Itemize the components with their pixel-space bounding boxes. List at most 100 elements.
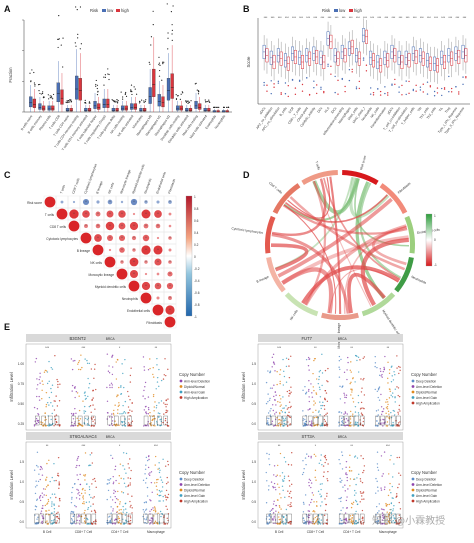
data-point (82, 498, 85, 500)
data-point (380, 423, 382, 426)
box (29, 96, 33, 108)
data-point (319, 493, 321, 495)
data-point (374, 355, 376, 358)
data-point (279, 401, 281, 404)
significance-mark: * (157, 248, 159, 252)
data-point (381, 422, 383, 424)
data-point (394, 396, 396, 398)
data-point (275, 411, 277, 414)
data-point (164, 465, 167, 467)
correlation-circle (69, 209, 79, 219)
data-point (120, 512, 122, 514)
legend-label: Arm-level Gain (184, 494, 205, 498)
box (65, 108, 70, 112)
data-point (41, 380, 44, 382)
data-point (82, 496, 84, 498)
data-point (354, 405, 357, 408)
data-point (303, 468, 305, 470)
data-point (289, 492, 291, 495)
data-point (129, 517, 132, 519)
data-point (70, 358, 73, 360)
data-point (327, 463, 329, 465)
box (380, 415, 385, 426)
data-point (304, 424, 307, 427)
data-point (82, 487, 84, 490)
y-tick-label: 0.5 (252, 500, 257, 504)
data-point (394, 401, 396, 403)
outlier-point (79, 6, 82, 8)
box (344, 513, 349, 524)
data-point (352, 501, 355, 504)
data-point (288, 389, 291, 392)
data-point (71, 424, 73, 427)
data-point (283, 419, 285, 421)
plot-frame (257, 441, 404, 529)
data-point (150, 517, 152, 519)
data-point (285, 508, 288, 511)
data-point (308, 523, 310, 525)
data-point (145, 501, 148, 504)
data-point (78, 395, 80, 397)
outlier-point (39, 92, 41, 95)
data-point (146, 459, 149, 462)
box (120, 105, 125, 111)
data-point (338, 458, 340, 461)
y-axis-label: Infiltration Level (9, 372, 14, 401)
legend-label: Arm-level Gain (416, 396, 437, 400)
data-point (80, 354, 82, 356)
data-point (386, 405, 389, 408)
data-point (120, 477, 122, 480)
chord-link (270, 243, 309, 272)
data-point (39, 478, 41, 481)
data-point (324, 461, 326, 464)
box (112, 513, 117, 524)
data-point (120, 393, 123, 395)
box (354, 415, 360, 426)
data-point (149, 523, 151, 525)
significance-mark: * (119, 444, 121, 448)
chord-link (301, 265, 400, 305)
data-point (315, 409, 317, 412)
data-point (36, 378, 38, 380)
data-point (396, 367, 398, 369)
chord-sector (272, 183, 301, 215)
data-point (150, 481, 153, 484)
data-point (280, 497, 282, 499)
data-point (361, 414, 364, 416)
significance-mark: * (121, 212, 123, 216)
data-point (128, 467, 130, 469)
significance-mark: * (121, 224, 123, 228)
box (54, 415, 60, 426)
x-tick-label: B Cell (275, 530, 284, 534)
data-point (91, 424, 93, 427)
outlier-point (369, 87, 372, 89)
significance-mark: * (157, 284, 159, 288)
chord-link (360, 237, 409, 306)
cancer-label: BRCA (106, 337, 116, 341)
data-point (276, 370, 278, 373)
data-point (88, 486, 91, 488)
colorbar-tick-label: -0.6 (194, 291, 200, 295)
outlier-point (384, 86, 386, 88)
data-point (152, 393, 155, 396)
data-point (307, 514, 310, 516)
outlier-point (308, 93, 311, 96)
legend-label: Diploid/Normal (184, 488, 205, 492)
data-point (275, 504, 277, 507)
data-point (323, 408, 326, 410)
box (266, 513, 271, 524)
data-point (385, 401, 387, 403)
correlation-circle (44, 196, 56, 208)
data-point (78, 491, 80, 494)
data-point (108, 479, 110, 481)
data-point (362, 519, 364, 521)
data-point (156, 364, 158, 366)
data-point (73, 386, 76, 389)
data-point (148, 408, 150, 411)
x-tick-label: NK_cells (370, 106, 381, 119)
data-point (57, 511, 59, 513)
data-point (114, 519, 116, 521)
data-point (381, 410, 383, 413)
data-point (117, 490, 119, 493)
data-point (150, 500, 152, 502)
